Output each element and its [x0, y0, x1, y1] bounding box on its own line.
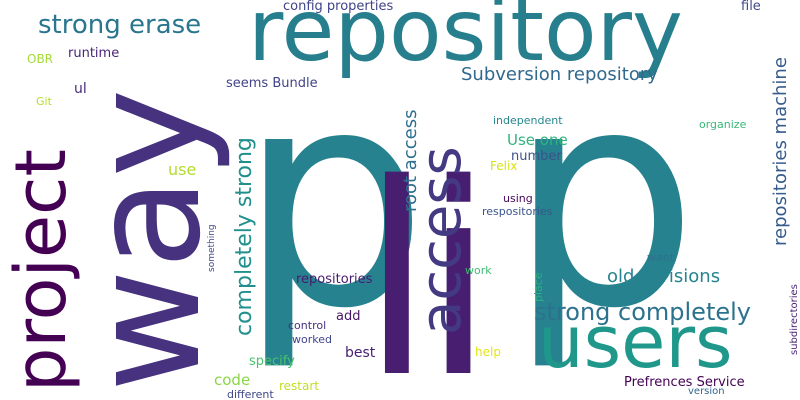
word-access: access: [409, 146, 474, 335]
word-want: want: [647, 251, 675, 264]
word-respositories: respositories: [482, 205, 553, 218]
word-project: project: [0, 149, 82, 392]
word-li: li: [360, 128, 495, 400]
word-different: different: [227, 388, 274, 400]
word-control: control: [288, 319, 327, 332]
word-users: users: [538, 300, 733, 384]
word-something: something: [207, 224, 217, 272]
word-repositories: repositories: [296, 272, 373, 287]
word-best: best: [345, 345, 376, 361]
word-version: version: [688, 386, 725, 397]
word-place: place: [532, 272, 545, 302]
word-ul: ul: [74, 81, 87, 97]
word-subdirectories: subdirectories: [789, 284, 800, 355]
word-strong-completely: strong completely: [534, 298, 751, 326]
word-runtime: runtime: [68, 46, 120, 61]
word-independent: independent: [493, 114, 563, 127]
word-git: Git: [36, 95, 52, 108]
word-using: using: [503, 192, 533, 205]
word-subversion-repository: Subversion repository: [461, 64, 658, 85]
word-strong-erase: strong erase: [38, 10, 202, 40]
word-use: use: [168, 160, 197, 179]
word-obr: OBR: [27, 52, 54, 66]
word-use-one: Use one: [507, 131, 568, 149]
word-add: add: [336, 309, 361, 324]
word-code: code: [214, 371, 251, 389]
word-restart: restart: [279, 379, 320, 393]
word-repositories-machine: repositories machine: [770, 57, 791, 246]
word-help: help: [475, 345, 501, 359]
word-specify: specify: [249, 354, 295, 369]
word-worked: worked: [292, 333, 332, 346]
word-seems-bundle: seems Bundle: [226, 76, 318, 91]
word-felix: Felix: [490, 159, 518, 173]
word-organize: organize: [699, 118, 747, 131]
word-p-2: p: [508, 25, 699, 374]
word-root-access: root access: [400, 109, 421, 212]
word-p-1: p: [238, 25, 429, 374]
word-file: file: [741, 0, 761, 14]
word-config-properties: config properties: [283, 0, 394, 14]
word-prefrences-service: Prefrences Service: [624, 375, 745, 390]
word-repository: repository: [248, 0, 683, 81]
word-work: work: [465, 264, 492, 277]
word-old-revisions: old revisions: [607, 266, 721, 287]
word-completely-strong: completely strong: [232, 137, 257, 336]
word-way: way: [60, 88, 234, 392]
word-number: number: [511, 149, 562, 164]
